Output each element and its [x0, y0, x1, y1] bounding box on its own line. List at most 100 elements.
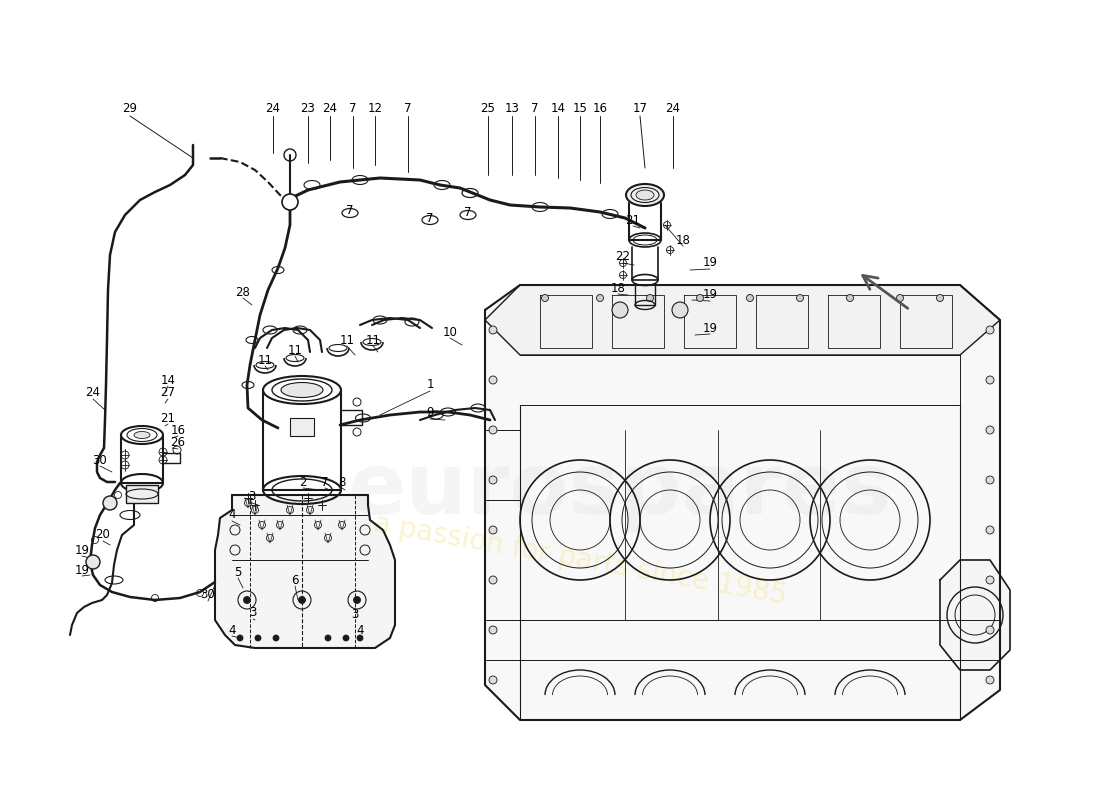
Text: 24: 24 — [265, 102, 280, 114]
Circle shape — [596, 294, 604, 302]
Text: 7: 7 — [464, 206, 472, 219]
Circle shape — [986, 476, 994, 484]
Circle shape — [243, 597, 251, 603]
Circle shape — [612, 302, 628, 318]
Circle shape — [541, 294, 549, 302]
Text: 30: 30 — [200, 589, 216, 602]
Text: 20: 20 — [96, 529, 110, 542]
Text: 19: 19 — [75, 563, 89, 577]
Text: 16: 16 — [593, 102, 607, 114]
Text: 26: 26 — [170, 437, 186, 450]
Text: 28: 28 — [235, 286, 251, 298]
Polygon shape — [485, 285, 1000, 720]
Text: 7: 7 — [405, 102, 411, 114]
Text: 2: 2 — [299, 475, 307, 489]
Circle shape — [986, 376, 994, 384]
Circle shape — [986, 576, 994, 584]
Ellipse shape — [626, 184, 664, 206]
Circle shape — [986, 526, 994, 534]
Text: 19: 19 — [703, 289, 717, 302]
Text: 24: 24 — [86, 386, 100, 399]
Text: 19: 19 — [703, 322, 717, 334]
Text: 14: 14 — [550, 102, 565, 114]
Circle shape — [490, 626, 497, 634]
Text: 12: 12 — [367, 102, 383, 114]
Text: 19: 19 — [75, 543, 89, 557]
Text: 4: 4 — [229, 623, 235, 637]
Circle shape — [273, 635, 279, 641]
Circle shape — [358, 635, 363, 641]
Polygon shape — [214, 495, 395, 648]
Text: 7: 7 — [321, 475, 329, 489]
Text: 11: 11 — [287, 343, 303, 357]
Text: a passion for parts since 1985: a passion for parts since 1985 — [371, 510, 789, 610]
Text: 21: 21 — [626, 214, 640, 226]
Text: eurospares: eurospares — [348, 449, 892, 531]
Text: 19: 19 — [703, 257, 717, 270]
Circle shape — [353, 597, 361, 603]
Text: 18: 18 — [675, 234, 691, 246]
Text: 15: 15 — [573, 102, 587, 114]
Ellipse shape — [636, 190, 654, 200]
Circle shape — [936, 294, 944, 302]
Circle shape — [847, 294, 854, 302]
Text: 7: 7 — [427, 211, 433, 225]
Text: 4: 4 — [229, 509, 235, 522]
Circle shape — [490, 476, 497, 484]
Text: 3: 3 — [250, 606, 256, 619]
Circle shape — [647, 294, 653, 302]
Text: 11: 11 — [340, 334, 354, 346]
Circle shape — [298, 597, 306, 603]
Text: 25: 25 — [481, 102, 495, 114]
Ellipse shape — [134, 431, 150, 438]
Circle shape — [672, 302, 688, 318]
Circle shape — [747, 294, 754, 302]
Text: 24: 24 — [666, 102, 681, 114]
Text: 21: 21 — [161, 411, 176, 425]
Circle shape — [236, 635, 243, 641]
Text: 7: 7 — [531, 102, 539, 114]
Text: 4: 4 — [356, 623, 364, 637]
Text: 18: 18 — [610, 282, 626, 294]
Circle shape — [490, 376, 497, 384]
Circle shape — [343, 635, 349, 641]
Polygon shape — [485, 285, 1000, 355]
Text: 27: 27 — [161, 386, 176, 399]
Circle shape — [896, 294, 903, 302]
Circle shape — [986, 626, 994, 634]
Circle shape — [490, 326, 497, 334]
Bar — [126, 485, 158, 503]
Bar — [290, 418, 314, 436]
Circle shape — [282, 194, 298, 210]
Text: 24: 24 — [322, 102, 338, 114]
Text: 5: 5 — [234, 566, 242, 578]
Text: 1: 1 — [427, 378, 433, 391]
Text: 3: 3 — [249, 490, 255, 503]
Circle shape — [490, 526, 497, 534]
Polygon shape — [940, 560, 1010, 670]
Circle shape — [986, 676, 994, 684]
Circle shape — [490, 576, 497, 584]
Text: 6: 6 — [292, 574, 299, 586]
Text: 13: 13 — [505, 102, 519, 114]
Circle shape — [490, 676, 497, 684]
Text: 23: 23 — [300, 102, 316, 114]
Circle shape — [255, 635, 261, 641]
Circle shape — [796, 294, 803, 302]
Text: 22: 22 — [616, 250, 630, 263]
Circle shape — [696, 294, 704, 302]
Text: 11: 11 — [365, 334, 381, 346]
Text: 16: 16 — [170, 423, 186, 437]
Text: 11: 11 — [257, 354, 273, 366]
Text: 10: 10 — [442, 326, 458, 338]
Text: 7: 7 — [350, 102, 356, 114]
Text: 17: 17 — [632, 102, 648, 114]
Circle shape — [324, 635, 331, 641]
Text: 30: 30 — [92, 454, 108, 466]
Circle shape — [986, 326, 994, 334]
Circle shape — [490, 426, 497, 434]
Circle shape — [86, 555, 100, 569]
Circle shape — [103, 496, 117, 510]
Text: 9: 9 — [427, 406, 433, 419]
Text: 7: 7 — [346, 203, 354, 217]
